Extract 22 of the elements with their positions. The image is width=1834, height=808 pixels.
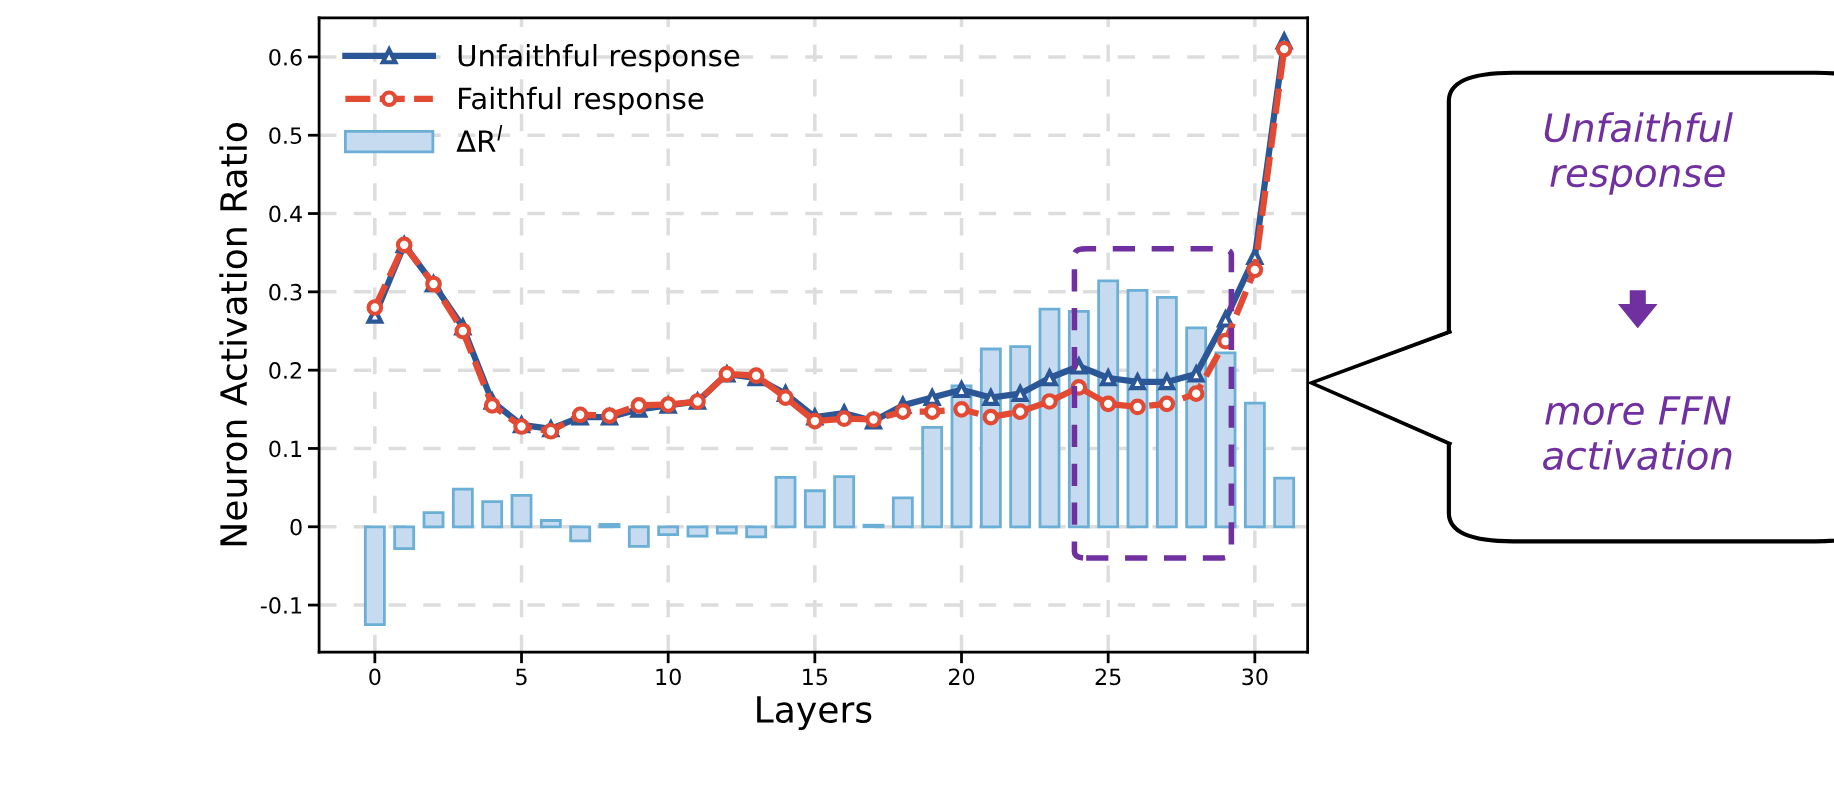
y-tick-label: -0.1 bbox=[260, 597, 302, 614]
y-tick-label: 0.1 bbox=[269, 440, 302, 458]
legend-label: ΔR$^{l}$ bbox=[456, 124, 503, 152]
y-tick-label: 0.2 bbox=[269, 362, 301, 379]
y-tick-label: 0 bbox=[290, 518, 302, 536]
text: more FFN activation bbox=[1543, 396, 1732, 471]
y-tick-label: 0.5 bbox=[269, 127, 302, 144]
legend-label: Faithful response bbox=[459, 86, 704, 116]
legend-label: Unfaithful response bbox=[458, 44, 740, 73]
y-tick-label: 0.3 bbox=[269, 283, 302, 301]
x-tick-label: 10 bbox=[656, 668, 681, 686]
y-axis-title: Neuron Activation Ratio bbox=[219, 123, 248, 546]
y-tick-label: 0.6 bbox=[269, 48, 302, 66]
x-tick-label: 5 bbox=[516, 668, 527, 686]
x-tick-label: 20 bbox=[949, 668, 975, 686]
x-tick-label: 30 bbox=[1242, 668, 1268, 686]
text: Unfaithful response bbox=[1544, 112, 1733, 195]
x-tick-label: 15 bbox=[803, 668, 828, 686]
x-tick-label: 0 bbox=[369, 668, 381, 686]
x-tick-label: 25 bbox=[1095, 668, 1121, 686]
y-tick-label: 0.4 bbox=[269, 205, 302, 223]
x-axis-title: Layers bbox=[757, 696, 872, 731]
